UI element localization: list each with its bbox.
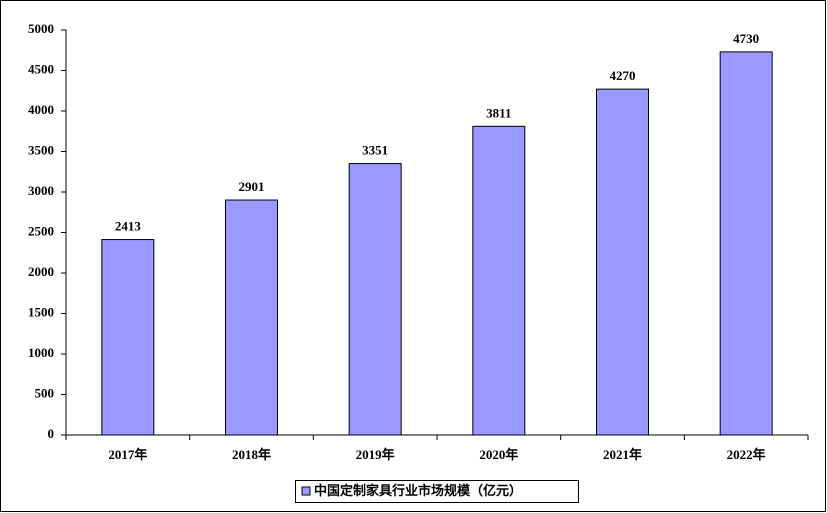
y-tick-label: 1500 (28, 304, 54, 319)
y-tick-label: 3000 (28, 183, 54, 198)
x-tick-label: 2022年 (727, 447, 766, 462)
y-tick-label: 2000 (28, 264, 54, 279)
data-label: 3811 (486, 105, 511, 120)
y-tick-label: 4000 (28, 102, 54, 117)
y-tick-label: 500 (35, 385, 55, 400)
data-label: 2901 (239, 179, 265, 194)
x-tick-label: 2018年 (232, 447, 271, 462)
bar (225, 199, 278, 436)
bar (472, 125, 526, 436)
bar (348, 163, 402, 436)
legend-label: 中国定制家具行业市场规模（亿元） (314, 483, 522, 498)
data-label: 4730 (733, 31, 759, 46)
y-tick-label: 0 (48, 426, 55, 441)
x-tick-label: 2019年 (356, 447, 395, 462)
bar (719, 51, 773, 436)
bar (596, 88, 649, 436)
data-label: 4270 (610, 68, 636, 83)
legend-swatch (301, 486, 311, 496)
legend-box (295, 480, 579, 503)
y-tick-label: 1000 (28, 345, 54, 360)
y-tick-label: 5000 (28, 21, 54, 36)
data-label: 2413 (115, 219, 142, 234)
x-tick-label: 2017年 (108, 447, 147, 462)
data-label: 3351 (362, 143, 388, 158)
x-tick-label: 2020年 (479, 447, 518, 462)
y-tick-label: 4500 (28, 61, 54, 76)
y-tick-label: 3500 (28, 142, 54, 157)
bar (101, 239, 155, 436)
x-tick-label: 2021年 (603, 447, 642, 462)
y-tick-label: 2500 (28, 223, 54, 238)
